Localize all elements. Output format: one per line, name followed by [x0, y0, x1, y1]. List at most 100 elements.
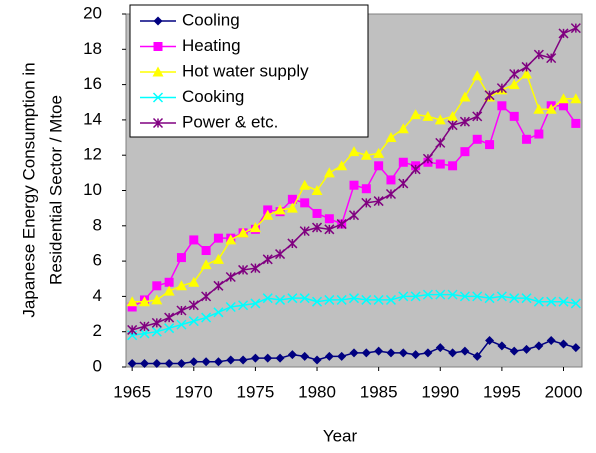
- marker: [225, 234, 237, 245]
- x-tick-label: 1975: [236, 382, 274, 401]
- marker: [521, 68, 533, 79]
- marker: [435, 159, 445, 169]
- marker: [484, 90, 495, 101]
- marker: [348, 293, 360, 304]
- legend-label: Cooling: [182, 10, 240, 29]
- legend-marker: [152, 92, 164, 103]
- marker: [559, 339, 569, 349]
- marker: [448, 161, 458, 171]
- marker: [571, 343, 581, 353]
- marker: [374, 161, 384, 171]
- x-tick-label: 2000: [545, 382, 583, 401]
- marker: [434, 114, 446, 125]
- marker: [422, 153, 433, 164]
- marker: [423, 348, 433, 358]
- marker: [448, 348, 458, 358]
- marker: [300, 351, 310, 361]
- y-tick-label: 16: [83, 74, 102, 93]
- marker: [509, 68, 520, 80]
- y-tick-label: 0: [93, 356, 102, 375]
- marker: [385, 132, 397, 143]
- marker: [373, 294, 384, 305]
- marker: [558, 28, 569, 39]
- legend-box: [129, 4, 369, 138]
- marker: [374, 346, 384, 356]
- marker: [212, 253, 224, 264]
- marker: [324, 214, 334, 224]
- marker: [323, 167, 335, 178]
- marker: [472, 291, 483, 302]
- marker: [385, 294, 397, 305]
- marker: [485, 140, 495, 150]
- marker: [176, 305, 187, 316]
- marker: [139, 321, 150, 332]
- marker: [471, 70, 483, 81]
- marker: [459, 91, 471, 102]
- marker: [546, 296, 557, 307]
- marker: [558, 93, 570, 104]
- marker: [521, 61, 532, 72]
- x-tick-label: 1985: [360, 382, 398, 401]
- marker: [164, 323, 175, 334]
- marker: [398, 157, 408, 167]
- marker: [151, 294, 163, 305]
- marker: [533, 103, 545, 114]
- marker: [558, 296, 569, 307]
- marker: [361, 294, 372, 305]
- marker: [250, 353, 260, 363]
- marker: [397, 123, 409, 134]
- x-tick-label: 1990: [421, 382, 459, 401]
- marker: [435, 289, 446, 300]
- y-tick-label: 10: [83, 180, 102, 199]
- marker: [175, 280, 187, 291]
- marker: [225, 271, 236, 283]
- marker: [312, 208, 322, 218]
- legend-marker: [152, 117, 164, 129]
- marker: [263, 353, 273, 363]
- y-tick-label: 8: [93, 215, 102, 234]
- marker: [508, 79, 520, 90]
- y-tick-label: 14: [83, 109, 102, 128]
- marker: [496, 83, 507, 94]
- marker: [250, 263, 261, 274]
- y-tick-label: 12: [83, 145, 102, 164]
- marker: [213, 280, 224, 291]
- marker: [300, 198, 310, 208]
- marker: [336, 219, 347, 230]
- marker: [213, 307, 224, 318]
- marker: [213, 357, 223, 367]
- marker: [226, 355, 236, 365]
- marker: [262, 293, 273, 304]
- marker: [533, 49, 544, 60]
- marker: [496, 291, 507, 302]
- y-tick-label: 4: [93, 286, 102, 305]
- marker: [349, 348, 359, 358]
- x-tick-label: 1980: [298, 382, 336, 401]
- marker: [324, 351, 334, 361]
- marker: [472, 134, 482, 144]
- marker: [163, 285, 175, 296]
- y-axis-label: Residential Sector / Mtoe: [46, 95, 65, 285]
- marker: [422, 110, 434, 121]
- x-tick-label: 1970: [175, 382, 213, 401]
- marker: [484, 293, 495, 304]
- marker: [361, 184, 371, 194]
- marker: [534, 341, 544, 351]
- marker: [201, 291, 212, 302]
- legend-label: Heating: [182, 36, 241, 55]
- marker: [522, 344, 532, 354]
- marker: [126, 296, 138, 307]
- marker: [485, 336, 495, 346]
- marker: [311, 222, 323, 233]
- marker: [127, 358, 137, 368]
- legend-marker: [153, 42, 163, 51]
- marker: [188, 276, 200, 287]
- marker: [213, 233, 223, 243]
- marker: [324, 294, 335, 305]
- marker: [311, 296, 323, 307]
- y-tick-label: 6: [93, 251, 102, 270]
- marker: [386, 175, 396, 185]
- marker: [189, 357, 199, 367]
- marker: [361, 348, 371, 358]
- marker: [570, 23, 581, 34]
